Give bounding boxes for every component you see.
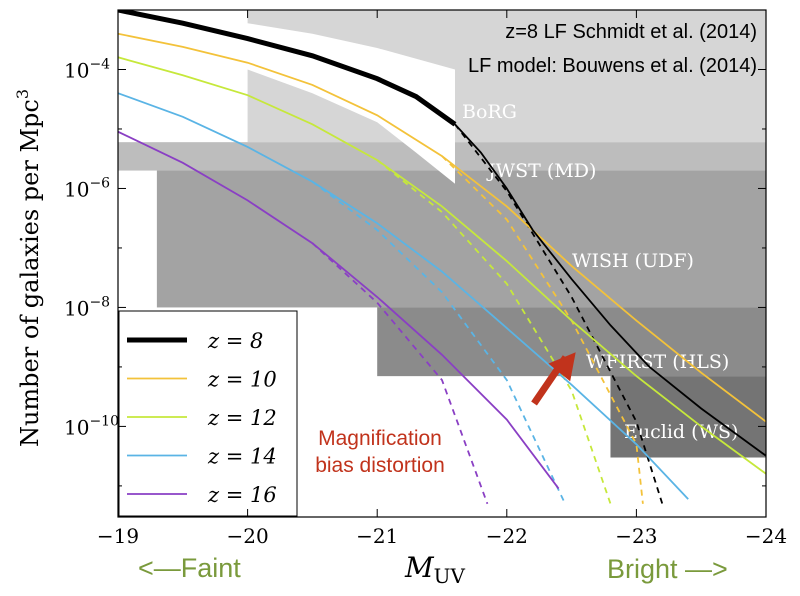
x-axis-label-sub: UV — [434, 564, 466, 588]
survey-region-labels: BoRG JWST (MD) WISH (UDF) WFIRST (HLS) Eucli… — [462, 101, 738, 443]
survey-region-label-2: WISH (UDF) — [572, 250, 694, 272]
magnification-annotation: Magnification bias distortion — [315, 352, 576, 477]
faint-label: <—Faint — [138, 553, 241, 583]
y-tick-label-0: 10−4 — [64, 56, 110, 82]
bright-label: Bright —> — [607, 554, 728, 584]
lf-curves — [118, 10, 766, 500]
curve-2 — [118, 56, 766, 475]
axis-labels: MUV Number of galaxies per Mpc3 <—Faint … — [13, 89, 728, 588]
curve-1 — [118, 32, 766, 423]
x-axis-label: MUV — [404, 551, 466, 588]
y-tick-label-1: 10−6 — [64, 175, 110, 201]
survey-region-label-1: JWST (MD) — [486, 160, 596, 182]
y-axis-label-sup: 3 — [13, 89, 32, 99]
plot-frame — [117, 9, 767, 518]
x-tick-label-4: −23 — [615, 524, 657, 548]
bright-band — [118, 10, 455, 184]
legend-label-1: z = 10 — [207, 368, 277, 392]
legend: z = 8 z = 10 z = 12 z = 14 z = 16 — [118, 310, 298, 517]
title-line-2: LF model: Bouwens et al. (2014) — [468, 55, 757, 77]
y-tick-label-2: 10−8 — [64, 294, 110, 320]
legend-label-3: z = 14 — [207, 445, 277, 469]
curve-3 — [118, 92, 689, 500]
survey-region-2 — [156, 170, 766, 308]
plot-border — [117, 9, 767, 518]
x-tick-label-5: −24 — [745, 524, 787, 548]
legend-label-0: z = 8 — [207, 329, 263, 353]
survey-region-label-0: BoRG — [462, 101, 517, 123]
annotation-line-1: Magnification — [318, 427, 442, 450]
curve-z8-thin — [454, 123, 766, 457]
annotation-arrow-head — [548, 352, 576, 382]
chart-title: z=8 LF Schmidt et al. (2014) LF model: B… — [468, 21, 757, 77]
curve-4 — [118, 130, 560, 490]
curve-z8-thick — [118, 10, 457, 127]
dashed-curve-2 — [376, 159, 612, 505]
survey-region-label-4: Euclid (WS) — [624, 421, 738, 443]
dashed-curve-4 — [311, 242, 489, 505]
x-tick-label-3: −22 — [486, 524, 528, 548]
bright-band-shape — [118, 10, 455, 184]
x-tick-label-1: −20 — [226, 524, 268, 548]
dashed-curve-0 — [454, 123, 664, 505]
y-tick-label-3: 10−10 — [64, 413, 119, 439]
legend-label-4: z = 16 — [207, 483, 277, 507]
legend-label-2: z = 12 — [207, 406, 277, 430]
x-tick-label-0: −19 — [97, 524, 139, 548]
x-tick-label-2: −21 — [356, 524, 398, 548]
annotation-line-2: bias distortion — [315, 454, 445, 477]
dashed-curve-3 — [311, 180, 566, 505]
legend-box — [118, 310, 298, 517]
survey-region-label-3: WFIRST (HLS) — [586, 351, 729, 373]
title-line-1: z=8 LF Schmidt et al. (2014) — [505, 21, 757, 43]
y-axis-label: Number of galaxies per Mpc3 — [13, 89, 44, 447]
axis-ticks: −19 −20 −21 −22 −23 −24 10−4 10−6 10−8 10−10 — [64, 10, 787, 548]
